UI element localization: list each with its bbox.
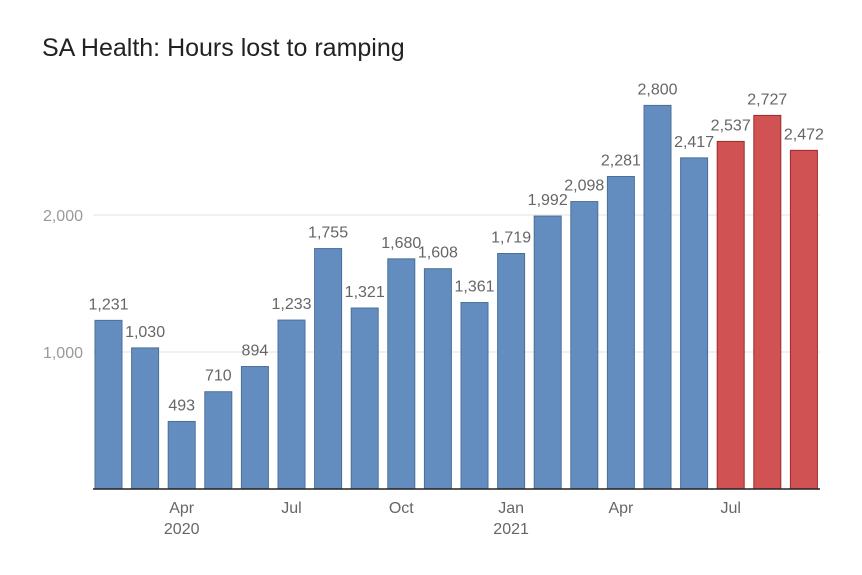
bar-highlighted	[789, 149, 818, 490]
data-label: 1,680	[381, 235, 421, 252]
x-tick-label: Oct	[389, 500, 414, 517]
bar	[240, 366, 269, 490]
x-tick-label: Jan	[498, 500, 524, 517]
x-tick-label: Jul	[720, 500, 740, 517]
bar	[533, 215, 562, 490]
bar	[606, 176, 635, 490]
data-label: 2,727	[747, 91, 787, 108]
data-label: 1,030	[125, 324, 165, 341]
bar-highlighted	[753, 114, 782, 490]
data-label: 2,098	[564, 178, 604, 195]
axis-ticks: 1,000 2,000 Apr 2020 Jul Oct Jan 2021 Apr Jul	[43, 208, 820, 538]
bar	[423, 268, 452, 490]
bar	[204, 391, 233, 490]
bars	[94, 104, 818, 490]
data-label: 2,537	[711, 117, 751, 134]
data-label: 1,608	[418, 245, 458, 262]
x-tick-label: 2020	[164, 521, 200, 538]
data-label: 1,755	[308, 225, 348, 242]
bar	[350, 307, 379, 490]
bar	[131, 347, 160, 490]
bar	[460, 302, 489, 490]
data-label: 2,417	[674, 134, 714, 151]
bar	[570, 201, 599, 490]
bar	[387, 258, 416, 490]
data-label: 493	[168, 397, 195, 414]
bar	[497, 252, 526, 490]
data-label: 894	[242, 343, 269, 360]
bar	[277, 319, 306, 490]
data-label: 2,472	[784, 126, 824, 143]
data-label: 1,233	[271, 296, 311, 313]
x-tick-label: 2021	[493, 521, 529, 538]
data-labels: 1,2311,0304937108941,2331,7551,3211,6801…	[88, 81, 824, 414]
data-label: 710	[205, 368, 232, 385]
x-tick-label: Jul	[281, 500, 301, 517]
data-label: 1,719	[491, 229, 531, 246]
chart-title: SA Health: Hours lost to ramping	[42, 34, 405, 62]
data-label: 1,231	[88, 296, 128, 313]
bar	[643, 104, 672, 490]
bar	[314, 248, 343, 490]
bar	[680, 157, 709, 490]
data-label: 2,281	[601, 153, 641, 170]
bar-highlighted	[716, 140, 745, 490]
bar	[94, 319, 123, 490]
x-tick-label: Apr	[608, 500, 634, 517]
data-label: 1,992	[528, 192, 568, 209]
data-label: 1,321	[345, 284, 385, 301]
x-tick-label: Apr	[169, 500, 195, 517]
y-tick-label: 1,000	[43, 345, 83, 362]
bar	[167, 420, 196, 490]
y-tick-label: 2,000	[43, 208, 83, 225]
data-label: 1,361	[454, 279, 494, 296]
data-label: 2,800	[637, 81, 677, 98]
